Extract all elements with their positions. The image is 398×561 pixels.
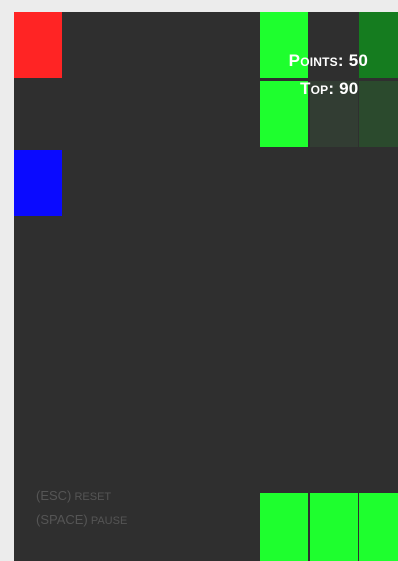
points-value: 50 — [348, 51, 368, 70]
red-block — [14, 12, 62, 78]
green-block — [260, 12, 308, 78]
pause-key: (SPACE) — [36, 512, 88, 527]
game-board[interactable]: Points: 50 Top: 90 (ESC) RESET (SPACE) P… — [14, 12, 398, 561]
pause-hint: (SPACE) PAUSE — [36, 512, 127, 527]
reset-hint: (ESC) RESET — [36, 488, 111, 503]
blue-block — [14, 150, 62, 216]
top-score-display: Top: 90 — [300, 79, 359, 98]
faded-green-block — [310, 81, 358, 147]
green-block — [359, 493, 398, 561]
top-value: 90 — [339, 79, 359, 98]
dark-green-block — [359, 12, 398, 78]
points-label: Points — [288, 51, 338, 70]
faded-green-block — [359, 81, 398, 147]
green-block — [260, 493, 308, 561]
green-block — [260, 81, 308, 147]
reset-key: (ESC) — [36, 488, 72, 503]
pause-action: PAUSE — [90, 515, 128, 527]
points-display: Points: 50 — [288, 51, 368, 70]
reset-action: RESET — [74, 491, 112, 503]
top-label: Top — [300, 79, 329, 98]
green-block — [310, 493, 358, 561]
